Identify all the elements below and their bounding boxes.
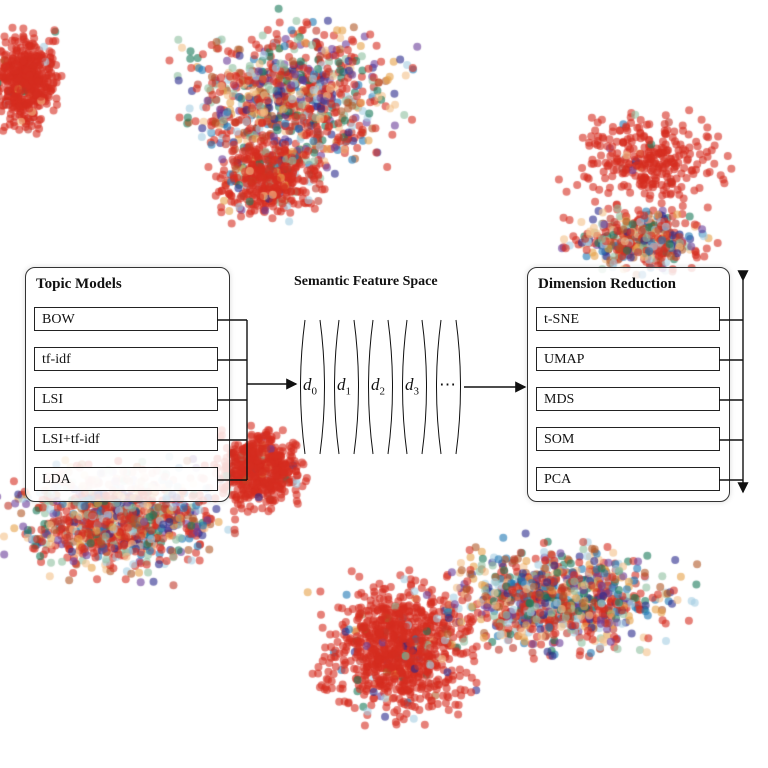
dim-d3: d3 [405, 375, 419, 398]
dim-d0: d0 [303, 375, 317, 398]
dim-ellipsis: ⋯ [439, 375, 456, 394]
topic-models-panel: Topic Models BOW tf-idf LSI LSI+tf-idf L… [25, 267, 230, 502]
dr-mds: MDS [536, 387, 720, 411]
feature-lenses [300, 319, 461, 455]
dr-umap: UMAP [536, 347, 720, 371]
dr-bracket [719, 319, 743, 481]
topic-models-bracket [217, 319, 248, 481]
dr-som: SOM [536, 427, 720, 451]
dim-d2: d2 [371, 375, 385, 398]
dr-tsne: t-SNE [536, 307, 720, 331]
topic-models-title: Topic Models [36, 276, 122, 292]
feature-space-title: Semantic Feature Space [294, 274, 438, 289]
topic-model-tfidf: tf-idf [34, 347, 218, 371]
dr-pca: PCA [536, 467, 720, 491]
dimension-reduction-panel: Dimension Reduction t-SNE UMAP MDS SOM P… [527, 267, 730, 502]
topic-model-lsi: LSI [34, 387, 218, 411]
dimension-reduction-title: Dimension Reduction [538, 276, 676, 292]
topic-model-bow: BOW [34, 307, 218, 331]
topic-model-lda: LDA [34, 467, 218, 491]
dim-d1: d1 [337, 375, 351, 398]
topic-model-lsi-tfidf: LSI+tf-idf [34, 427, 218, 451]
